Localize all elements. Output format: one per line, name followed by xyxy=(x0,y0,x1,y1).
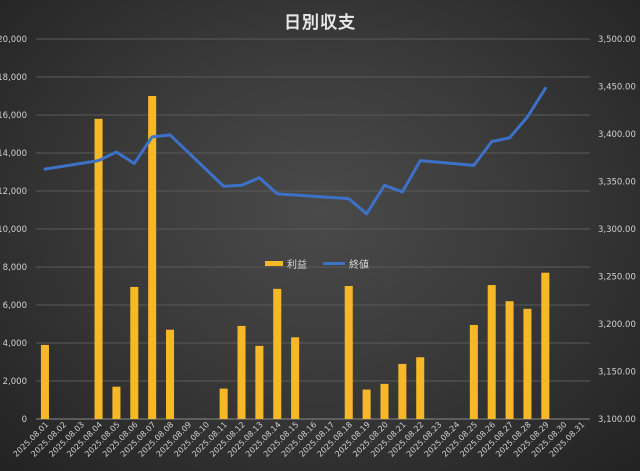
left-axis-tick-label: 10,000 xyxy=(0,225,27,235)
bar xyxy=(273,288,282,419)
right-axis-tick-label: 3,400.00 xyxy=(598,130,636,140)
legend-item-profit: 利益 xyxy=(265,256,307,271)
left-axis-tick-label: 12,000 xyxy=(0,187,27,197)
bar xyxy=(237,325,246,419)
bar xyxy=(487,285,496,419)
bar xyxy=(505,301,514,419)
legend: 利益 終値 xyxy=(265,256,369,271)
left-axis-tick-label: 6,000 xyxy=(3,301,27,311)
bar xyxy=(362,389,371,419)
bar xyxy=(130,286,139,419)
bar xyxy=(398,363,407,419)
right-axis-tick-label: 3,450.00 xyxy=(598,83,636,93)
bar xyxy=(94,118,103,420)
right-axis-ticks: 3,100.00 3,150.00 3,200.00 3,250.00 3,300.00… xyxy=(598,35,636,425)
bar xyxy=(112,386,121,419)
bar xyxy=(40,344,49,419)
left-axis-tick-label: 14,000 xyxy=(0,149,27,159)
left-axis-tick-label: 8,000 xyxy=(3,263,27,273)
right-axis-tick-label: 3,200.00 xyxy=(598,320,636,330)
bar xyxy=(291,337,300,419)
right-axis-tick-label: 3,100.00 xyxy=(598,415,636,425)
legend-label-profit: 利益 xyxy=(287,260,307,271)
chart-title: 日別収支 xyxy=(284,13,356,33)
left-axis-ticks: 0 2,000 4,000 6,000 8,000 10,000 12,000 14,000 1… xyxy=(0,35,27,425)
left-axis-tick-label: 18,000 xyxy=(0,73,27,83)
bar xyxy=(166,329,175,419)
bar xyxy=(344,286,353,419)
bar-series xyxy=(40,96,550,420)
left-axis-tick-label: 4,000 xyxy=(3,339,27,349)
right-axis-tick-label: 3,500.00 xyxy=(598,35,636,45)
legend-line-swatch xyxy=(323,262,345,265)
right-axis-tick-label: 3,150.00 xyxy=(598,368,636,378)
left-axis-tick-label: 16,000 xyxy=(0,111,27,121)
bar xyxy=(469,324,478,419)
right-axis-tick-label: 3,300.00 xyxy=(598,225,636,235)
right-axis-tick-label: 3,250.00 xyxy=(598,273,636,283)
left-axis-tick-label: 0 xyxy=(22,415,27,425)
legend-label-close: 終値 xyxy=(349,260,369,271)
close-price-line xyxy=(43,86,547,216)
gridlines xyxy=(36,38,590,420)
bar xyxy=(219,388,228,419)
bar xyxy=(380,383,389,419)
left-axis-tick-label: 2,000 xyxy=(3,377,27,387)
bar xyxy=(255,345,264,419)
legend-item-close: 終値 xyxy=(323,256,369,271)
line-series xyxy=(43,86,547,216)
bar xyxy=(541,272,550,419)
x-axis-ticks: 2025.08.012025.08.022025.08.032025.08.04… xyxy=(12,420,587,459)
bar xyxy=(523,308,532,419)
legend-bar-swatch xyxy=(265,261,283,266)
bar xyxy=(416,357,425,419)
left-axis-tick-label: 20,000 xyxy=(0,35,27,45)
bar xyxy=(148,96,157,419)
right-axis-tick-label: 3,350.00 xyxy=(598,178,636,188)
